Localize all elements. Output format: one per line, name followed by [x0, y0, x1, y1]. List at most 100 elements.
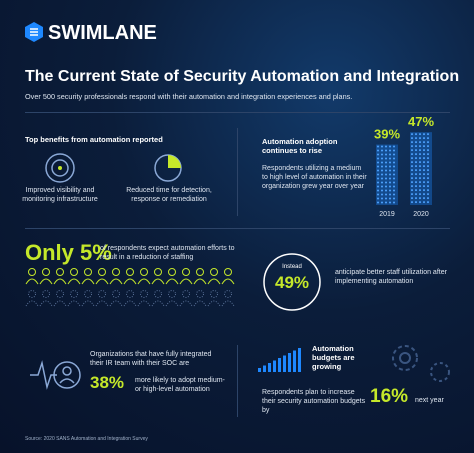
bar-dot [385, 181, 387, 184]
bar-dot [423, 161, 425, 164]
bar-dot [427, 137, 429, 140]
bar-dot [427, 161, 429, 164]
person-body [67, 278, 81, 285]
bar-dot [385, 161, 387, 164]
benefits-heading: Top benefits from automation reported [25, 135, 163, 144]
bar-dot [419, 149, 421, 152]
person-body [137, 278, 151, 285]
bar-dot [419, 145, 421, 148]
bar-dot [423, 165, 425, 168]
bar-dot [393, 201, 395, 204]
divider [237, 345, 238, 417]
person-head [56, 290, 64, 298]
bar-dot [427, 185, 429, 188]
stat-text: more likely to adopt medium- or high-lev… [135, 377, 225, 393]
bar-dot [423, 173, 425, 176]
bar-dot [393, 173, 395, 176]
person-head [140, 268, 148, 276]
adoption-chart: 39% 2019 47% 2020 [374, 114, 434, 218]
bar-dot [393, 149, 395, 152]
signal-bar [278, 358, 281, 372]
bar-dot [389, 201, 391, 204]
person-body [151, 300, 165, 307]
bar-dot [423, 137, 425, 140]
bar-dot [419, 201, 421, 204]
bar-dot [419, 197, 421, 200]
bar-dot [389, 173, 391, 176]
bar-dot [423, 185, 425, 188]
bar-dot [415, 145, 417, 148]
person-head [56, 268, 64, 276]
bar-dot [415, 157, 417, 160]
gear-icon [392, 345, 450, 382]
bar-dot [411, 185, 413, 188]
bar-dot [377, 153, 379, 156]
logo-icon [25, 22, 43, 42]
bar-dot [411, 181, 413, 184]
bar-dot [377, 181, 379, 184]
person-body [137, 300, 151, 307]
bar-dot [423, 133, 425, 136]
divider [237, 128, 238, 216]
bar-dot [377, 189, 379, 192]
bar-dot [393, 145, 395, 148]
person-head [168, 268, 176, 276]
bar-dot [411, 173, 413, 176]
person-head [28, 290, 36, 298]
bar-dot [381, 189, 383, 192]
bar-dot [389, 145, 391, 148]
bar-dot [381, 177, 383, 180]
bar-dot [385, 173, 387, 176]
bar-dot [385, 157, 387, 160]
person-body [179, 278, 193, 285]
bar-dot [381, 173, 383, 176]
person-body [39, 300, 53, 307]
bar-dot [377, 165, 379, 168]
bar-dot [393, 161, 395, 164]
bar-dot [419, 165, 421, 168]
person-head [70, 290, 78, 298]
bar-dot [423, 189, 425, 192]
person-head [112, 290, 120, 298]
person-body [123, 300, 137, 307]
bar-dot [393, 193, 395, 196]
bar-dot [393, 181, 395, 184]
person-body [81, 300, 95, 307]
bar-dot [389, 189, 391, 192]
bar-dot [419, 141, 421, 144]
bar-dot [385, 153, 387, 156]
instead: Instead [282, 264, 302, 270]
bar-dot [377, 201, 379, 204]
bar-dot [423, 157, 425, 160]
person-body [95, 278, 109, 285]
bar-dot [411, 145, 413, 148]
adoption-text: Respondents utilizing a medium to high l… [262, 165, 367, 190]
bar-dot [423, 169, 425, 172]
bar-label: 47% [408, 114, 434, 129]
benefit: Reduced time for detection, response or … [126, 187, 212, 203]
bar-dot [415, 189, 417, 192]
person-head [196, 290, 204, 298]
bar-dot [381, 157, 383, 160]
bar-dot [427, 177, 429, 180]
adoption-heading: Automation adoption continues to rise [262, 137, 338, 155]
person-head [28, 268, 36, 276]
bar-dot [389, 181, 391, 184]
bar-dot [385, 177, 387, 180]
bar-dot [427, 133, 429, 136]
bar-dot [381, 185, 383, 188]
bar-dot [377, 157, 379, 160]
bar-dot [385, 201, 387, 204]
bar-dot [415, 165, 417, 168]
bar-dot [389, 149, 391, 152]
bar-dot [393, 185, 395, 188]
bar-dot [415, 153, 417, 156]
person-head [224, 290, 232, 298]
bar-dot [393, 177, 395, 180]
person-body [151, 278, 165, 285]
bar-dot [423, 153, 425, 156]
person-body [25, 300, 39, 307]
person-head [196, 268, 204, 276]
bar-dot [393, 157, 395, 160]
year-label: 2020 [413, 211, 429, 218]
